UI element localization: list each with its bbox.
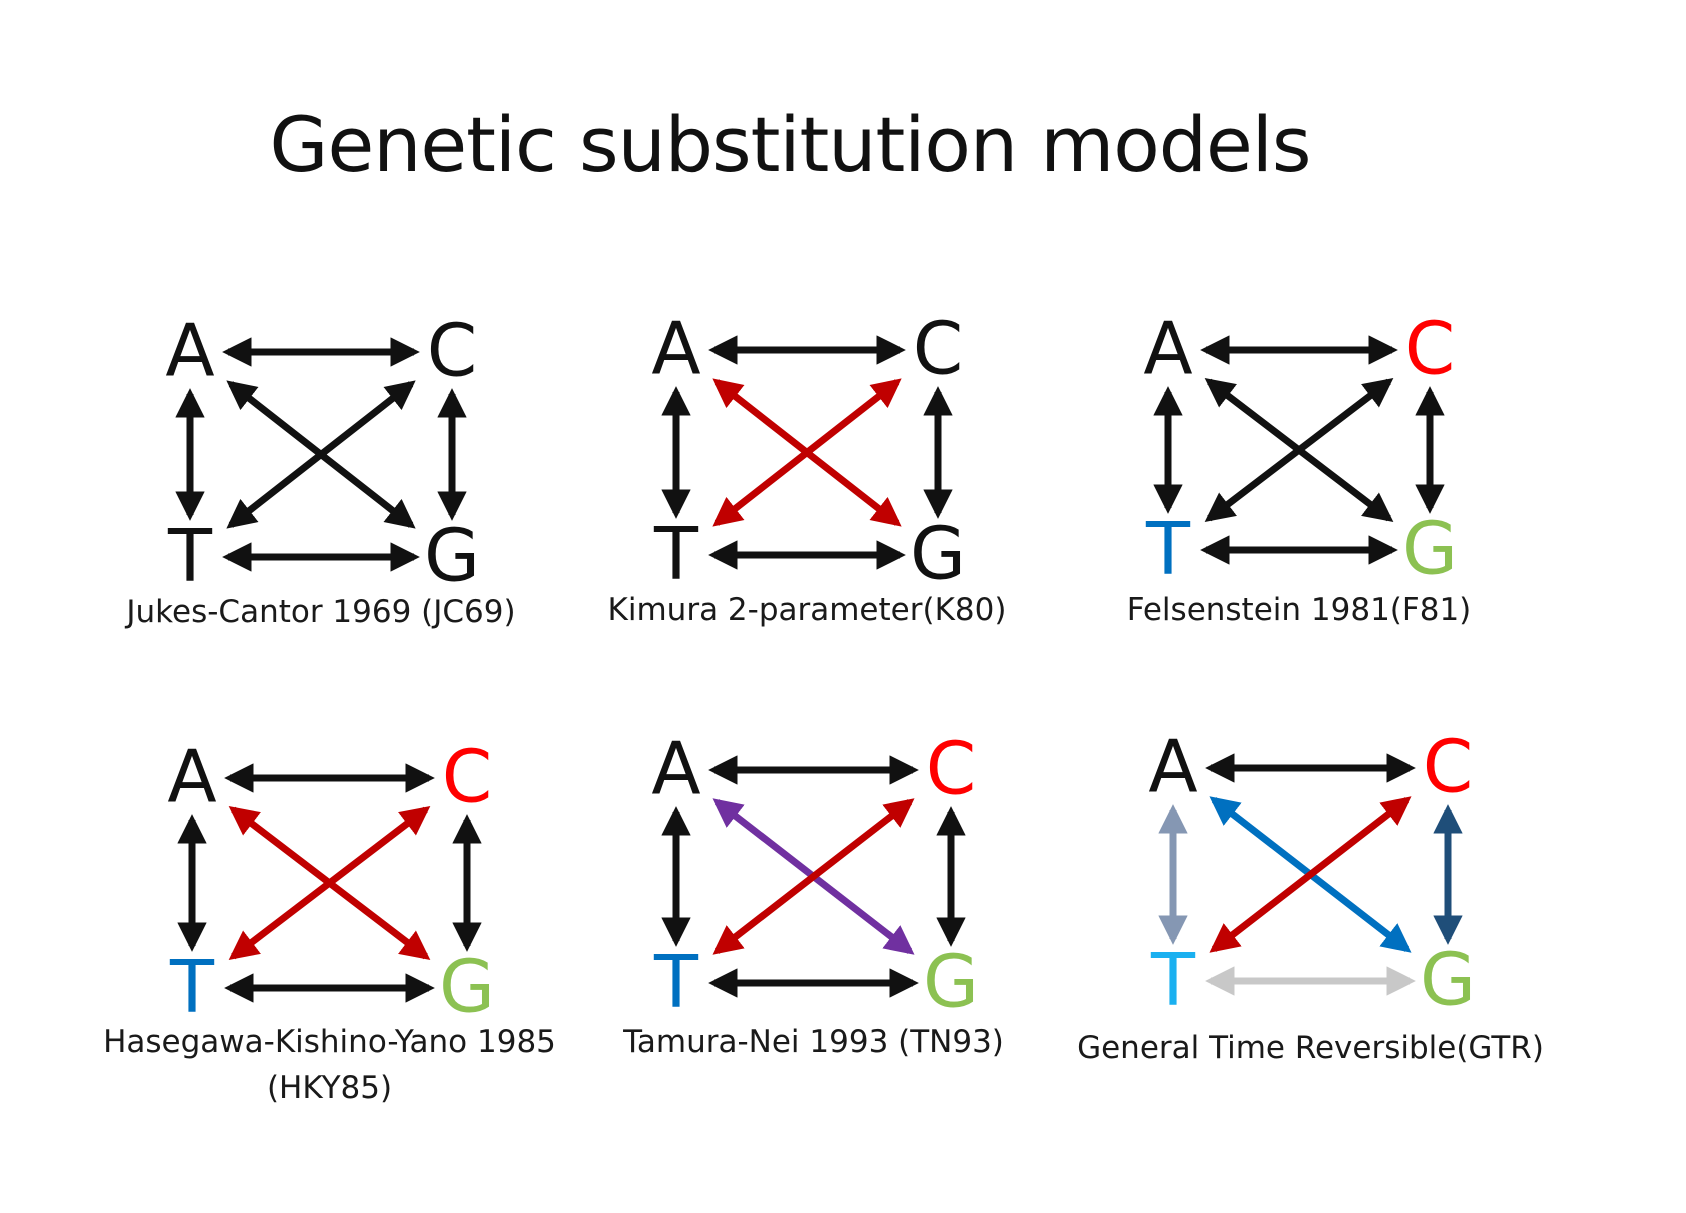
- page-title: Genetic substitution models: [269, 100, 1312, 189]
- base-g-label: G: [439, 945, 495, 1029]
- base-t-label: T: [167, 514, 213, 598]
- model-caption: Tamura-Nei 1993 (TN93): [622, 1024, 1004, 1060]
- base-g-label: G: [910, 512, 966, 596]
- base-c-label: C: [913, 307, 963, 391]
- base-c-label: C: [926, 727, 976, 811]
- base-a-label: A: [167, 735, 216, 819]
- base-c-label: C: [1423, 725, 1473, 809]
- model-caption: Kimura 2-parameter(K80): [608, 592, 1007, 628]
- base-c-label: C: [1405, 307, 1455, 391]
- base-c-label: C: [427, 309, 477, 393]
- edge-c-t: [1209, 796, 1412, 953]
- model-caption: Felsenstein 1981(F81): [1127, 592, 1472, 628]
- base-a-label: A: [651, 727, 700, 811]
- base-a-label: A: [1148, 725, 1197, 809]
- base-t-label: T: [653, 940, 699, 1024]
- base-g-label: G: [424, 514, 480, 598]
- base-a-label: A: [165, 309, 214, 393]
- model-caption: Hasegawa-Kishino-Yano 1985: [103, 1024, 556, 1060]
- model-caption: Jukes-Cantor 1969 (JC69): [124, 594, 515, 630]
- edge-c-t: [1204, 377, 1394, 523]
- edge-c-t: [226, 380, 416, 529]
- base-a-label: A: [651, 307, 700, 391]
- base-g-label: G: [1420, 938, 1476, 1022]
- base-t-label: T: [169, 945, 215, 1029]
- edge-c-t: [712, 798, 915, 955]
- model-caption: (HKY85): [267, 1070, 392, 1106]
- edge-c-t: [712, 378, 902, 527]
- base-c-label: C: [442, 735, 492, 819]
- base-g-label: G: [1402, 507, 1458, 591]
- model-panel-gtr: A C T G General Time Reversible(GTR): [1077, 725, 1544, 1066]
- base-t-label: T: [653, 512, 699, 596]
- base-t-label: T: [1150, 938, 1196, 1022]
- model-caption: General Time Reversible(GTR): [1077, 1030, 1544, 1066]
- base-t-label: T: [1145, 507, 1191, 591]
- edge-c-t: [228, 805, 431, 961]
- base-g-label: G: [923, 940, 979, 1024]
- base-a-label: A: [1143, 307, 1192, 391]
